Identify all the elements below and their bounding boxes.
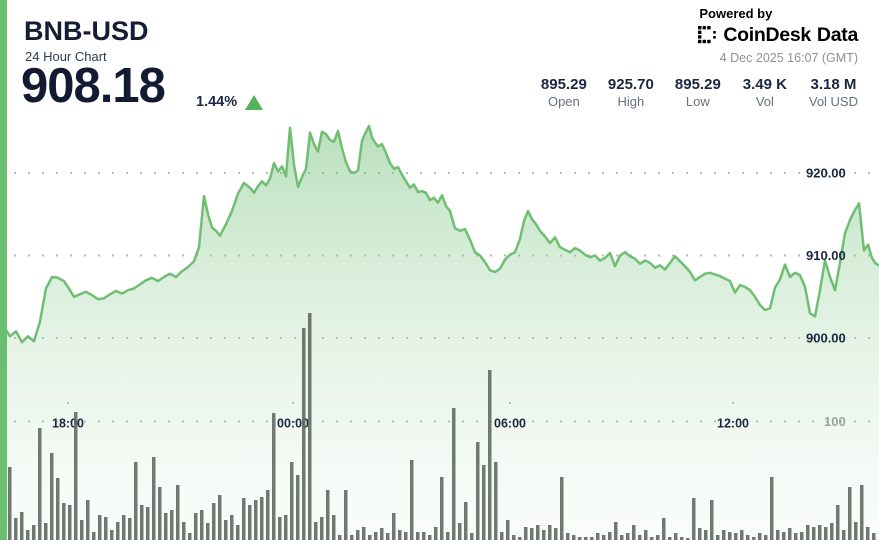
current-price: 908.18: [21, 59, 166, 113]
page-title: BNB-USD: [24, 16, 149, 46]
svg-text:900.00: 900.00: [806, 331, 846, 346]
coindesk-data-logo[interactable]: CoinDesk Data: [697, 24, 858, 47]
ohlc-stats-row: 895.29 Open 925.70 High 895.29 Low 3.49 …: [541, 76, 858, 109]
coindesk-logo-icon: [697, 25, 718, 46]
stat-volume: 3.49 K Vol: [742, 76, 788, 109]
stat-label: Low: [685, 94, 710, 109]
stat-volume-usd: 3.18 M Vol USD: [809, 76, 858, 109]
svg-text:920.00: 920.00: [806, 166, 846, 181]
stat-value: 895.29: [540, 76, 587, 93]
brand-coindesk: CoinDesk: [723, 24, 811, 46]
stat-value: 925.70: [607, 76, 654, 93]
stat-label: Vol USD: [808, 94, 858, 109]
stat-value: 3.18 M: [810, 76, 857, 93]
stat-label: Open: [547, 94, 580, 109]
stat-value: 3.49 K: [742, 76, 787, 93]
svg-text:12:00: 12:00: [717, 417, 749, 431]
up-triangle-icon: [245, 94, 264, 110]
change-percent: 1.44%: [196, 94, 238, 110]
timestamp: 4 Dec 2025 16:07 (GMT): [719, 51, 858, 65]
svg-text:910.00: 910.00: [806, 248, 846, 263]
powered-by-label: Powered by: [699, 6, 773, 21]
left-accent-bar: [0, 0, 7, 540]
stat-high: 925.70 High: [608, 76, 654, 109]
stat-value: 895.29: [674, 76, 721, 93]
price-change: 1.44%: [196, 94, 264, 110]
chart-subtitle: 24 Hour Chart: [25, 49, 107, 64]
stat-low: 895.29 Low: [675, 76, 721, 109]
stat-label: High: [617, 94, 645, 109]
stat-label: Vol: [755, 94, 774, 109]
branding-block: Powered by CoinDesk Data 4 Dec 2025 16:0…: [697, 6, 858, 65]
brand-data: Data: [816, 24, 858, 46]
svg-text:00:00: 00:00: [277, 417, 309, 431]
svg-text:100: 100: [824, 414, 846, 429]
svg-text:06:00: 06:00: [494, 417, 526, 431]
stat-open: 895.29 Open: [541, 76, 587, 109]
svg-text:18:00: 18:00: [52, 417, 84, 431]
